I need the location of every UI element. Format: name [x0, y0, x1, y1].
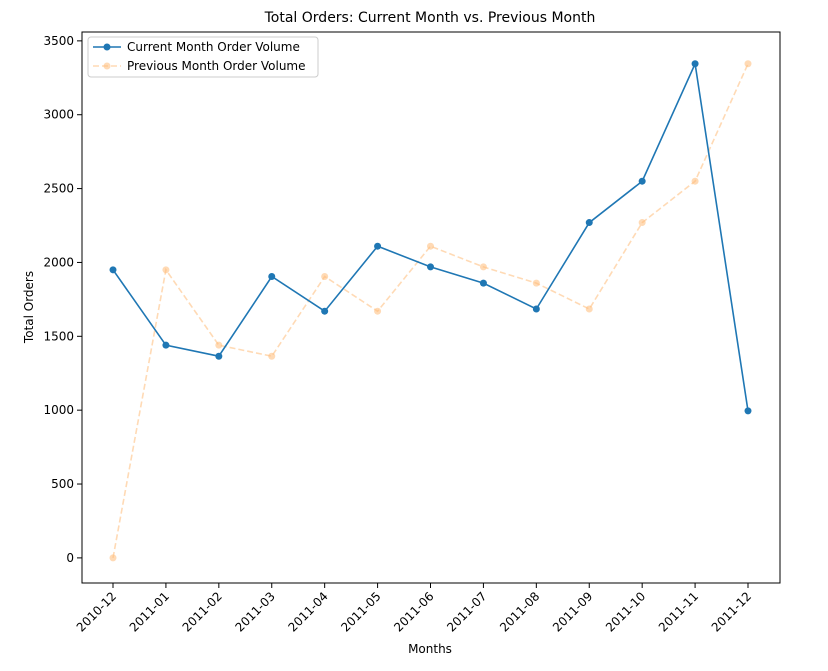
x-tick-label: 2011-10: [603, 589, 648, 634]
y-tick-label: 500: [51, 477, 74, 491]
data-point: [109, 266, 117, 274]
y-axis-label: Total Orders: [22, 271, 36, 344]
series-layer: [109, 60, 752, 562]
legend-swatch-marker: [103, 43, 111, 51]
data-point: [427, 242, 434, 250]
x-axis: 2010-12 2011-01 2011-02 2011-03 2011-04 2011-…: [74, 583, 754, 635]
plot-frame: [81, 31, 781, 584]
x-tick-label: 2011-02: [180, 589, 225, 634]
data-point: [585, 305, 593, 313]
legend-entry: Current Month Order Volume: [127, 40, 300, 54]
data-point: [215, 352, 223, 360]
data-point: [268, 352, 276, 360]
x-tick-label: 2011-09: [550, 589, 595, 634]
x-tick-label: 2011-07: [444, 589, 489, 634]
x-tick-label: 2011-03: [233, 589, 278, 634]
legend: Current Month Order Volume Previous Month…: [87, 36, 319, 78]
data-point: [374, 307, 382, 315]
x-tick-label: 2011-04: [285, 589, 330, 634]
data-point: [691, 60, 699, 68]
series-line: [112, 61, 749, 412]
y-axis: 0 500 1000 1500 2000 2500 3000 3500: [43, 34, 82, 565]
y-tick-label: 2500: [43, 182, 74, 196]
y-tick-label: 3500: [43, 34, 74, 48]
x-tick-label: 2011-06: [391, 589, 436, 634]
data-point: [162, 341, 170, 349]
data-point: [638, 219, 646, 227]
data-point: [691, 177, 699, 185]
data-point: [109, 554, 117, 562]
x-tick-label: 2011-08: [497, 589, 542, 634]
y-tick-label: 1000: [43, 403, 74, 417]
data-point: [479, 279, 487, 287]
data-point: [374, 242, 382, 250]
y-tick-label: 3000: [43, 108, 74, 122]
legend-swatch-marker: [103, 62, 111, 70]
data-point: [268, 272, 276, 280]
data-point: [638, 177, 646, 185]
data-point: [532, 305, 540, 313]
x-tick-label: 2011-12: [709, 589, 754, 634]
x-axis-label: Months: [408, 642, 452, 656]
x-tick-label: 2011-11: [656, 589, 701, 634]
x-tick-label: 2010-12: [74, 589, 119, 634]
y-tick-label: 1500: [43, 329, 74, 343]
legend-box: [87, 36, 319, 78]
data-point: [479, 263, 487, 271]
x-tick-label: 2011-05: [338, 589, 383, 634]
data-point: [744, 407, 752, 415]
x-tick-label: 2011-01: [127, 589, 172, 634]
data-point: [532, 279, 540, 287]
data-point: [321, 272, 329, 280]
data-point: [427, 263, 434, 271]
series-line: [112, 63, 749, 559]
data-point: [585, 219, 593, 227]
data-point: [215, 341, 223, 349]
y-tick-label: 0: [66, 551, 74, 565]
data-point: [744, 60, 752, 68]
data-point: [162, 266, 170, 274]
y-tick-label: 2000: [43, 255, 74, 269]
legend-entry: Previous Month Order Volume: [127, 59, 306, 73]
chart-title: Total Orders: Current Month vs. Previous…: [264, 10, 596, 26]
data-point: [321, 307, 329, 315]
